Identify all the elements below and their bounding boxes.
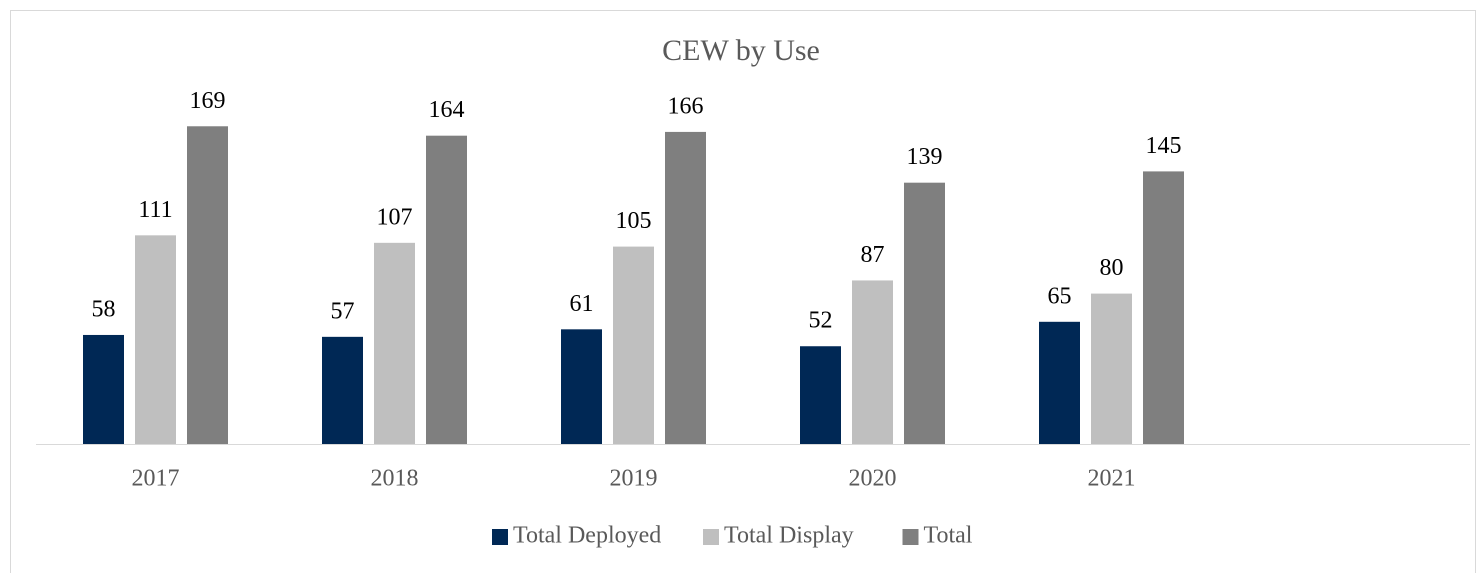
data-label: 52	[809, 308, 833, 334]
data-label: 105	[616, 208, 652, 234]
legend-swatch	[902, 529, 919, 545]
data-label: 169	[190, 88, 226, 114]
bar	[322, 336, 363, 444]
data-label: 166	[668, 93, 704, 119]
data-label: 65	[1048, 283, 1072, 309]
bar	[83, 334, 124, 444]
bar	[665, 131, 706, 445]
bar	[613, 246, 654, 444]
bar	[187, 126, 228, 444]
bar	[904, 182, 945, 444]
legend-label: Total Deployed	[513, 523, 661, 549]
bar	[374, 242, 415, 444]
data-label: 80	[1100, 255, 1124, 281]
data-label: 139	[907, 144, 943, 170]
chart-title: CEW by Use	[662, 34, 820, 67]
data-label: 61	[570, 291, 594, 317]
legend-swatch	[703, 529, 719, 545]
x-tick-label: 2018	[371, 466, 419, 492]
x-tick-label: 2019	[610, 466, 658, 492]
legend-label: Total	[924, 523, 973, 549]
x-tick-label: 2021	[1088, 466, 1136, 492]
data-label: 145	[1146, 133, 1182, 159]
chart-frame	[10, 10, 1476, 573]
x-tick-label: 2020	[849, 466, 897, 492]
bar	[1039, 321, 1080, 444]
bar	[1143, 171, 1184, 444]
x-tick-label: 2017	[132, 466, 180, 492]
data-label: 107	[377, 204, 413, 230]
legend-swatch	[492, 529, 508, 545]
data-label: 164	[429, 97, 465, 123]
bar	[800, 346, 841, 444]
data-label: 111	[138, 197, 172, 223]
data-label: 57	[331, 298, 355, 324]
legend-label: Total Display	[724, 523, 854, 549]
data-label: 87	[861, 242, 885, 268]
bar	[561, 329, 602, 444]
bar	[135, 235, 176, 444]
bar	[1091, 293, 1132, 444]
bar	[426, 135, 467, 444]
data-label: 58	[92, 296, 116, 322]
bar	[852, 280, 893, 444]
